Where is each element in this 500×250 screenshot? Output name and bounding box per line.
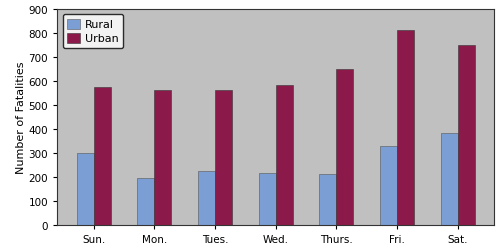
Bar [77,154,94,226]
Bar [154,91,172,226]
Legend: Rural, Urban: Rural, Urban [62,15,123,49]
Bar [380,146,397,226]
Y-axis label: Number of Fatalities: Number of Fatalities [16,62,26,174]
Bar [215,91,232,226]
Bar [198,171,215,226]
Bar [138,178,154,226]
Bar [440,133,458,226]
Bar [94,88,111,226]
Bar [336,70,353,226]
Bar [458,46,474,226]
Bar [276,86,292,226]
Bar [258,173,276,226]
Bar [320,174,336,226]
Bar [397,31,414,226]
